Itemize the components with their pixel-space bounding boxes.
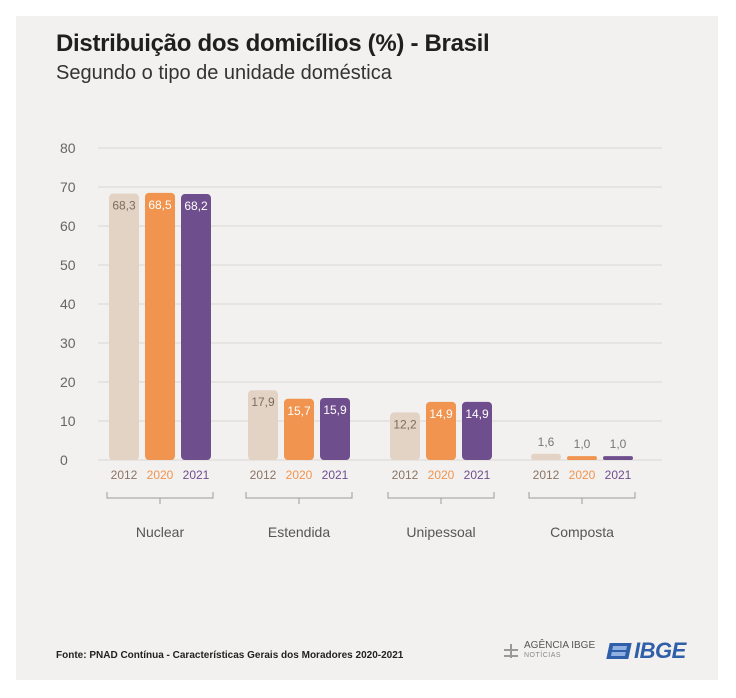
category-bracket — [387, 492, 495, 504]
bar-unipessoal-2012 — [390, 412, 420, 460]
bar-nuclear-2012 — [109, 193, 139, 460]
x-year-label: 2021 — [464, 468, 491, 482]
data-label: 1,0 — [574, 437, 591, 451]
data-label: 68,2 — [184, 199, 208, 213]
bar-estendida-2012 — [248, 390, 278, 460]
ibge-mark-icon — [606, 643, 632, 659]
agencia-sub-label: NOTÍCIAS — [524, 652, 562, 659]
bar-composta-2012 — [531, 453, 561, 460]
x-year-label: 2021 — [322, 468, 349, 482]
x-year-label: 2012 — [392, 468, 419, 482]
x-year-label: 2020 — [286, 468, 313, 482]
data-label: 12,2 — [393, 417, 417, 431]
chart-card: Distribuição dos domicílios (%) - Brasil… — [16, 16, 718, 680]
data-label: 15,7 — [287, 404, 311, 418]
chart-title: Distribuição dos domicílios (%) - Brasil — [56, 30, 490, 57]
x-year-label: 2020 — [147, 468, 174, 482]
y-tick-label: 80 — [60, 140, 76, 156]
data-label: 1,0 — [610, 437, 627, 451]
ibge-logo: IBGE — [606, 638, 686, 664]
bar-composta-2020 — [567, 456, 597, 460]
x-year-label: 2012 — [250, 468, 277, 482]
bar-estendida-2020 — [284, 398, 314, 460]
y-tick-label: 60 — [60, 218, 76, 234]
data-label: 14,9 — [429, 407, 453, 421]
y-tick-label: 10 — [60, 413, 76, 429]
bar-composta-2021 — [603, 456, 633, 460]
x-year-label: 2012 — [533, 468, 560, 482]
bar-unipessoal-2020 — [426, 401, 456, 460]
y-tick-label: 20 — [60, 374, 76, 390]
category-label: Estendida — [268, 524, 330, 540]
category-bracket — [245, 492, 353, 504]
grain-icon — [502, 644, 520, 658]
chart-subtitle: Segundo o tipo de unidade doméstica — [56, 62, 392, 84]
source-note: Fonte: PNAD Contínua - Características G… — [56, 650, 404, 661]
data-label: 17,9 — [251, 395, 275, 409]
x-year-label: 2012 — [111, 468, 138, 482]
data-label: 15,9 — [323, 403, 347, 417]
x-year-label: 2021 — [183, 468, 210, 482]
category-bracket — [528, 492, 636, 504]
ibge-label: IBGE — [634, 638, 686, 663]
bar-chart: 0 10 20 30 40 50 60 70 80 68,3 2012 68,5 2020 68,2 202… — [60, 140, 662, 540]
category-label: Unipessoal — [406, 524, 475, 540]
bar-nuclear-2021 — [181, 194, 211, 460]
x-year-label: 2020 — [569, 468, 596, 482]
category-label: Composta — [550, 524, 614, 540]
data-label: 68,3 — [112, 199, 136, 213]
y-tick-label: 50 — [60, 257, 76, 273]
x-year-label: 2021 — [605, 468, 632, 482]
x-year-label: 2020 — [428, 468, 455, 482]
category-label: Nuclear — [136, 524, 185, 540]
bar-nuclear-2020 — [145, 192, 175, 460]
agencia-label: AGÊNCIA IBGE — [524, 640, 596, 651]
y-tick-label: 70 — [60, 179, 76, 195]
data-label: 1,6 — [538, 435, 555, 449]
data-label: 68,5 — [148, 198, 172, 212]
agencia-ibge-logo: AGÊNCIA IBGE NOTÍCIAS — [502, 641, 595, 661]
data-label: 14,9 — [465, 407, 489, 421]
bar-estendida-2021 — [320, 397, 350, 460]
y-tick-label: 30 — [60, 335, 76, 351]
y-tick-label: 0 — [60, 452, 68, 468]
y-tick-label: 40 — [60, 296, 76, 312]
bar-unipessoal-2021 — [462, 401, 492, 460]
category-bracket — [106, 492, 214, 504]
